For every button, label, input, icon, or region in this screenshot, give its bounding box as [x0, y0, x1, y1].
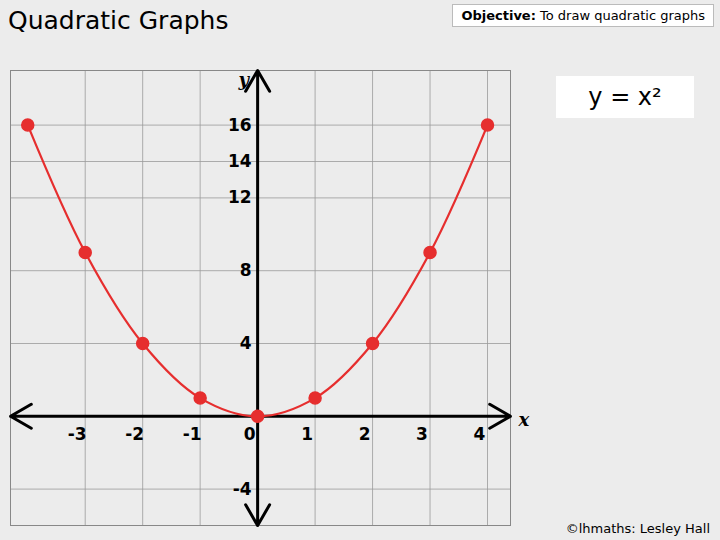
- svg-text:y: y: [237, 69, 250, 90]
- svg-text:1: 1: [301, 424, 313, 444]
- svg-text:3: 3: [416, 424, 428, 444]
- svg-text:12: 12: [228, 187, 252, 207]
- svg-text:-3: -3: [68, 424, 87, 444]
- svg-text:16: 16: [228, 115, 252, 135]
- svg-text:4: 4: [474, 424, 486, 444]
- svg-text:0: 0: [244, 424, 256, 444]
- svg-text:14: 14: [228, 151, 252, 171]
- svg-text:4: 4: [240, 333, 252, 353]
- html-text:Quadratic Graphs: Quadratic Graphs: [8, 6, 229, 35]
- svg-text:8: 8: [240, 260, 252, 280]
- svg-text:x: x: [518, 409, 530, 430]
- svg-text:-2: -2: [125, 424, 144, 444]
- html-text:©lhmaths: Lesley Hall: ©lhmaths: Lesley Hall: [565, 521, 710, 536]
- svg-text:2: 2: [359, 424, 371, 444]
- html-text:y = x²: y = x²: [588, 83, 662, 111]
- svg-text:-1: -1: [183, 424, 202, 444]
- html-text:Objective: To draw quadratic g: Objective: To draw quadratic graphs: [461, 8, 705, 23]
- svg-text:-4: -4: [233, 479, 252, 499]
